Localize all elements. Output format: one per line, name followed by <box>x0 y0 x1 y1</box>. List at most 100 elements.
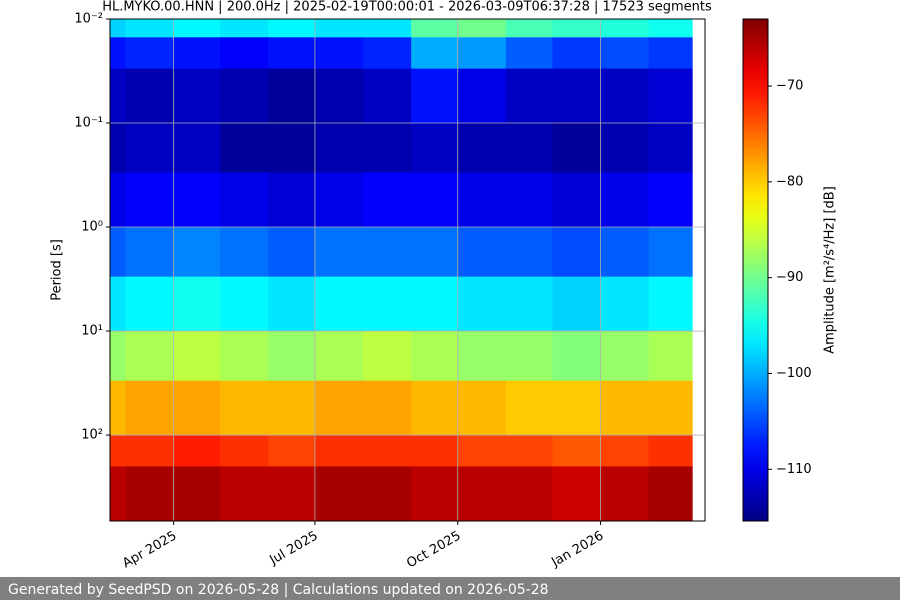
heatmap-cell <box>173 172 221 228</box>
heatmap-cell <box>220 172 269 228</box>
heatmap-cell <box>314 227 364 278</box>
heatmap-cell <box>411 19 459 38</box>
heatmap-cell <box>600 19 650 38</box>
heatmap-cell <box>268 276 316 332</box>
heatmap-cell <box>363 37 412 70</box>
heatmap-cell <box>173 276 221 332</box>
heatmap-cell <box>268 380 316 436</box>
heatmap-cell <box>173 37 221 70</box>
heatmap-cell <box>411 37 459 70</box>
heatmap-cell <box>552 68 602 124</box>
heatmap-cell <box>505 227 553 278</box>
heatmap-cell <box>314 19 364 38</box>
heatmap-cell <box>457 435 507 467</box>
heatmap-cell <box>173 123 221 174</box>
heatmap-cell <box>125 19 175 38</box>
heatmap-cell <box>552 227 602 278</box>
heatmap-cell <box>648 380 693 436</box>
heatmap-cell <box>457 276 507 332</box>
heatmap-cell <box>314 466 364 521</box>
heatmap-cell <box>110 19 127 38</box>
heatmap-cell <box>552 123 602 174</box>
heatmap-cell <box>173 466 221 521</box>
heatmap-cell <box>220 380 269 436</box>
y-axis-label: Period [s] <box>50 239 65 301</box>
heatmap-cell <box>125 331 175 382</box>
heatmap-cell <box>505 276 553 332</box>
heatmap-cell <box>173 68 221 124</box>
heatmap-cell <box>552 19 602 38</box>
heatmap-cell <box>411 172 459 228</box>
heatmap-cell <box>505 37 553 70</box>
heatmap-cell <box>648 466 693 521</box>
y-tick-label: 10⁰ <box>81 220 103 235</box>
heatmap-cell <box>220 276 269 332</box>
heatmap-cell <box>125 68 175 124</box>
heatmap-cell <box>125 435 175 467</box>
heatmap-cell <box>268 435 316 467</box>
heatmap-cell <box>268 331 316 382</box>
heatmap-cell <box>173 19 221 38</box>
heatmap-cell <box>600 466 650 521</box>
heatmap-cell <box>600 331 650 382</box>
heatmap-cell <box>268 123 316 174</box>
heatmap-cell <box>314 123 364 174</box>
y-tick-label: 10⁻² <box>74 12 103 27</box>
heatmap-cell <box>220 68 269 124</box>
heatmap-cell <box>457 227 507 278</box>
heatmap-cell <box>110 276 127 332</box>
heatmap-cell <box>457 37 507 70</box>
heatmap-cell <box>600 123 650 174</box>
heatmap-cell <box>268 68 316 124</box>
heatmap-cell <box>505 435 553 467</box>
heatmap-cell <box>411 466 459 521</box>
heatmap-cell <box>110 68 127 124</box>
heatmap-cell <box>220 37 269 70</box>
heatmap-cell <box>552 435 602 467</box>
heatmap-cell <box>552 37 602 70</box>
heatmap-cell <box>600 276 650 332</box>
heatmap-cell <box>363 227 412 278</box>
heatmap-cell <box>110 466 127 521</box>
y-tick-label: 10² <box>81 428 103 443</box>
x-tick-label: Apr 2025 <box>120 529 179 572</box>
heatmap-cell <box>552 380 602 436</box>
heatmap-cell <box>552 276 602 332</box>
colorbar-tick-label: −90 <box>776 270 803 285</box>
heatmap-cell <box>411 276 459 332</box>
heatmap-cell <box>600 37 650 70</box>
y-tick-label: 10⁻¹ <box>74 116 103 131</box>
heatmap-cell <box>173 331 221 382</box>
heatmap-cell <box>411 227 459 278</box>
heatmap-cell <box>125 227 175 278</box>
heatmap-cell <box>457 68 507 124</box>
colorbar-tick-label: −80 <box>776 174 803 189</box>
heatmap-cell <box>648 123 693 174</box>
heatmap-cell <box>363 172 412 228</box>
heatmap-cell <box>505 19 553 38</box>
heatmap-cell <box>314 380 364 436</box>
heatmap-cell <box>363 331 412 382</box>
heatmap-cell <box>648 276 693 332</box>
heatmap-cell <box>268 19 316 38</box>
heatmap-cell <box>220 331 269 382</box>
colorbar-tick-label: −70 <box>776 79 803 94</box>
heatmap-cell <box>363 276 412 332</box>
heatmap-cell <box>411 331 459 382</box>
heatmap-cell <box>110 172 127 228</box>
heatmap-cell <box>268 172 316 228</box>
heatmap-cell <box>600 68 650 124</box>
heatmap-cell <box>600 435 650 467</box>
heatmap-cell <box>125 123 175 174</box>
heatmap-cell <box>125 380 175 436</box>
heatmap-cell <box>220 466 269 521</box>
heatmap-cell <box>600 380 650 436</box>
heatmap-cell <box>363 19 412 38</box>
heatmap-cell <box>363 380 412 436</box>
heatmap-cell <box>505 123 553 174</box>
heatmap <box>110 19 693 521</box>
heatmap-cell <box>552 172 602 228</box>
heatmap-cell <box>220 19 269 38</box>
colorbar <box>742 18 769 522</box>
